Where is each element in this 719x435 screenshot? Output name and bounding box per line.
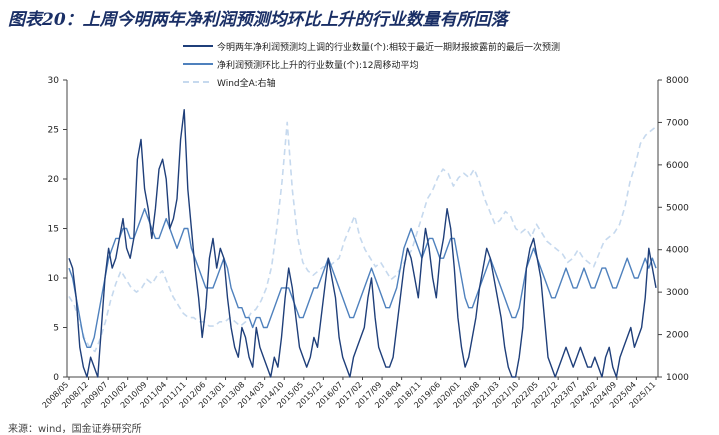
y-left-tick-label: 25 xyxy=(48,126,59,136)
legend-label-series2: 净利润预测环比上升的行业数量(个):12周移动平均 xyxy=(217,59,419,71)
legend-label-series1: 今明两年净利润预测均上调的行业数量(个):相较于最近一期财报披露前的最后一次预测 xyxy=(217,41,560,53)
series-line-2 xyxy=(68,207,657,348)
series-line-3 xyxy=(68,121,657,353)
y-left-tick-label: 5 xyxy=(53,324,59,334)
y-left-tick-label: 0 xyxy=(53,373,59,383)
y-right-tick-label: 1000 xyxy=(666,373,689,383)
y-right-tick-label: 5000 xyxy=(666,203,689,213)
y-right-tick-label: 2000 xyxy=(666,331,689,341)
axes: 0 5 10 15 20 25 30 1000 2000 3000 4000 5000 6000 7000… xyxy=(41,76,690,410)
legend-label-series3: Wind全A:右轴 xyxy=(217,77,276,89)
y-left-tick-label: 10 xyxy=(48,274,60,284)
y-left-tick-label: 30 xyxy=(48,76,60,86)
y-right-tick-label: 8000 xyxy=(666,76,689,86)
y-right-tick-label: 3000 xyxy=(666,288,689,298)
y-right-tick-label: 4000 xyxy=(666,246,689,256)
y-left-tick-label: 15 xyxy=(48,225,59,235)
y-right-tick-label: 6000 xyxy=(666,161,689,171)
chart-title: 图表20：上周今明两年净利润预测均环比上升的行业数量有所回落 xyxy=(8,10,508,30)
y-right-tick-label: 7000 xyxy=(666,118,689,128)
legend: 今明两年净利润预测均上调的行业数量(个):相较于最近一期财报披露前的最后一次预测… xyxy=(183,41,560,89)
series-lines xyxy=(68,108,657,378)
y-left-tick-label: 20 xyxy=(48,175,60,185)
series-line-1 xyxy=(68,108,657,378)
